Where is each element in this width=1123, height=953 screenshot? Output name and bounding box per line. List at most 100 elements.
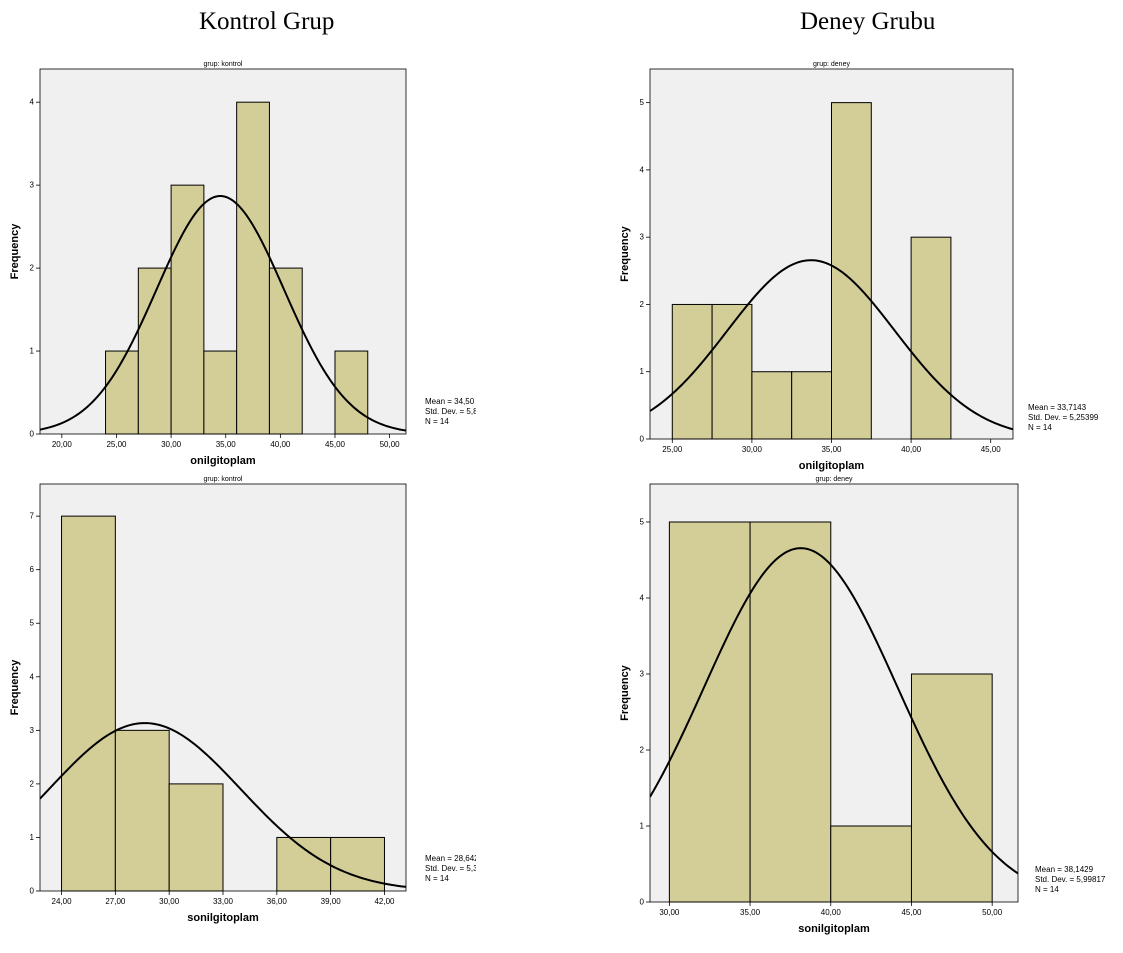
y-tick-label: 2 — [640, 300, 645, 309]
y-tick-label: 7 — [30, 512, 35, 521]
x-tick-label: 40,00 — [901, 445, 922, 454]
x-axis-label: sonilgitoplam — [187, 912, 259, 924]
y-tick-label: 4 — [30, 672, 35, 681]
y-tick-label: 1 — [30, 833, 35, 842]
x-tick-label: 30,00 — [742, 445, 763, 454]
histogram-bar — [330, 836, 385, 892]
normal-curve — [650, 259, 1013, 431]
y-tick-label: 3 — [30, 181, 35, 190]
x-tick-label: 27,00 — [105, 897, 126, 906]
histogram-bar — [751, 371, 793, 440]
stats-box-kontrol-sonilgitoplam: Mean = 28,6429 Std. Dev. = 5,34368 N = 1… — [425, 854, 476, 884]
x-tick-label: 40,00 — [821, 908, 842, 917]
stats-box-deney-onilgitoplam: Mean = 33,7143 Std. Dev. = 5,25399 N = 1… — [1028, 403, 1099, 433]
stats-sd: Std. Dev. = 5,99817 — [1035, 875, 1106, 884]
x-tick-label: 30,00 — [159, 897, 180, 906]
chart-title: grup: kontrol — [204, 476, 243, 483]
y-tick-label: 3 — [30, 726, 35, 735]
stats-sd: Std. Dev. = 5,34368 — [425, 864, 476, 873]
stats-mean: Mean = 38,1429 — [1035, 865, 1094, 874]
x-tick-label: 50,00 — [982, 908, 1003, 917]
histogram-bar — [671, 303, 713, 440]
y-tick-label: 0 — [30, 430, 35, 439]
histogram-kontrol-sonilgitoplam: grup: kontrol 0 1 2 3 4 5 6 7 24,00 27,00 30,00 33,0… — [9, 476, 407, 924]
histogram-bar — [791, 371, 833, 440]
stats-n: N = 14 — [1035, 885, 1059, 894]
stats-mean: Mean = 33,7143 — [1028, 403, 1087, 412]
x-tick-label: 33,00 — [213, 897, 234, 906]
column-title-deney: Deney Grubu — [800, 8, 936, 35]
stats-box-kontrol-onilgitoplam: Mean = 34,50 Std. Dev. = 5,84084 N = 14 — [425, 397, 476, 427]
y-tick-label: 2 — [30, 264, 35, 273]
histogram-deney-sonilgitoplam: grup: deney 0 1 2 3 4 5 30,00 35,00 40,00 45,00 50,… — [619, 476, 1019, 935]
x-axis-label: onilgitoplam — [799, 460, 865, 472]
stats-n: N = 14 — [425, 417, 449, 426]
histogram-bar — [831, 102, 872, 440]
x-tick-label: 45,00 — [981, 445, 1002, 454]
histogram-bar — [711, 303, 753, 440]
normal-curve — [650, 547, 1018, 875]
y-tick-label: 0 — [640, 898, 645, 907]
y-tick-label: 1 — [640, 367, 645, 376]
normal-curve — [40, 722, 406, 888]
histogram-bar — [910, 673, 993, 903]
y-tick-label: 6 — [30, 565, 35, 574]
chart-title: grup: deney — [813, 61, 850, 68]
stats-mean: Mean = 28,6429 — [425, 854, 476, 863]
x-tick-label: 45,00 — [901, 908, 922, 917]
stats-sd: Std. Dev. = 5,84084 — [425, 407, 476, 416]
chart-title: grup: kontrol — [204, 61, 243, 68]
stats-box-deney-sonilgitoplam: Mean = 38,1429 Std. Dev. = 5,99817 N = 1… — [1035, 865, 1123, 895]
histogram-bar — [668, 521, 751, 903]
histogram-bar — [61, 515, 116, 892]
x-tick-label: 25,00 — [662, 445, 683, 454]
chart-title: grup: deney — [816, 476, 853, 483]
x-tick-label: 35,00 — [740, 908, 761, 917]
x-tick-label: 50,00 — [380, 440, 401, 449]
column-title-kontrol: Kontrol Grup — [199, 8, 335, 35]
y-tick-label: 3 — [640, 233, 645, 242]
x-axis-label: onilgitoplam — [190, 455, 256, 467]
stats-n: N = 14 — [425, 874, 449, 883]
y-tick-label: 2 — [30, 779, 35, 788]
y-tick-label: 5 — [640, 518, 645, 527]
y-tick-label: 0 — [30, 887, 35, 896]
x-tick-label: 36,00 — [267, 897, 288, 906]
x-tick-label: 25,00 — [106, 440, 127, 449]
y-tick-label: 5 — [640, 98, 645, 107]
histogram-bar — [910, 236, 952, 440]
x-tick-label: 39,00 — [321, 897, 342, 906]
x-tick-label: 40,00 — [270, 440, 291, 449]
y-tick-label: 4 — [640, 594, 645, 603]
stats-sd: Std. Dev. = 5,25399 — [1028, 413, 1099, 422]
y-axis-label: Frequency — [9, 659, 21, 716]
y-tick-label: 5 — [30, 619, 35, 628]
x-tick-label: 35,00 — [821, 445, 842, 454]
x-tick-label: 24,00 — [52, 897, 73, 906]
histogram-deney-onilgitoplam: grup: deney 0 1 2 3 4 5 25,00 30,00 35,00 40,00 45,… — [619, 61, 1014, 472]
y-tick-label: 4 — [640, 165, 645, 174]
histogram-bar — [168, 783, 224, 892]
stats-mean: Mean = 34,50 — [425, 397, 475, 406]
y-tick-label: 0 — [640, 435, 645, 444]
x-tick-label: 20,00 — [52, 440, 73, 449]
y-axis-label: Frequency — [9, 223, 21, 280]
histogram-bar — [236, 101, 270, 435]
y-tick-label: 1 — [30, 347, 35, 356]
histogram-bar — [170, 184, 205, 435]
histogram-bar — [830, 825, 912, 903]
stats-n: N = 14 — [1028, 423, 1052, 432]
histogram-bar — [114, 729, 170, 892]
normal-curve — [40, 195, 406, 432]
histogram-bar — [203, 350, 238, 435]
histogram-bar — [276, 836, 332, 892]
x-tick-label: 45,00 — [325, 440, 346, 449]
y-tick-label: 2 — [640, 746, 645, 755]
y-tick-label: 3 — [640, 670, 645, 679]
histogram-bar — [749, 521, 832, 903]
y-axis-label: Frequency — [619, 664, 631, 721]
x-tick-label: 35,00 — [216, 440, 237, 449]
x-tick-label: 42,00 — [374, 897, 395, 906]
y-axis-label: Frequency — [619, 225, 631, 282]
x-tick-label: 30,00 — [161, 440, 182, 449]
